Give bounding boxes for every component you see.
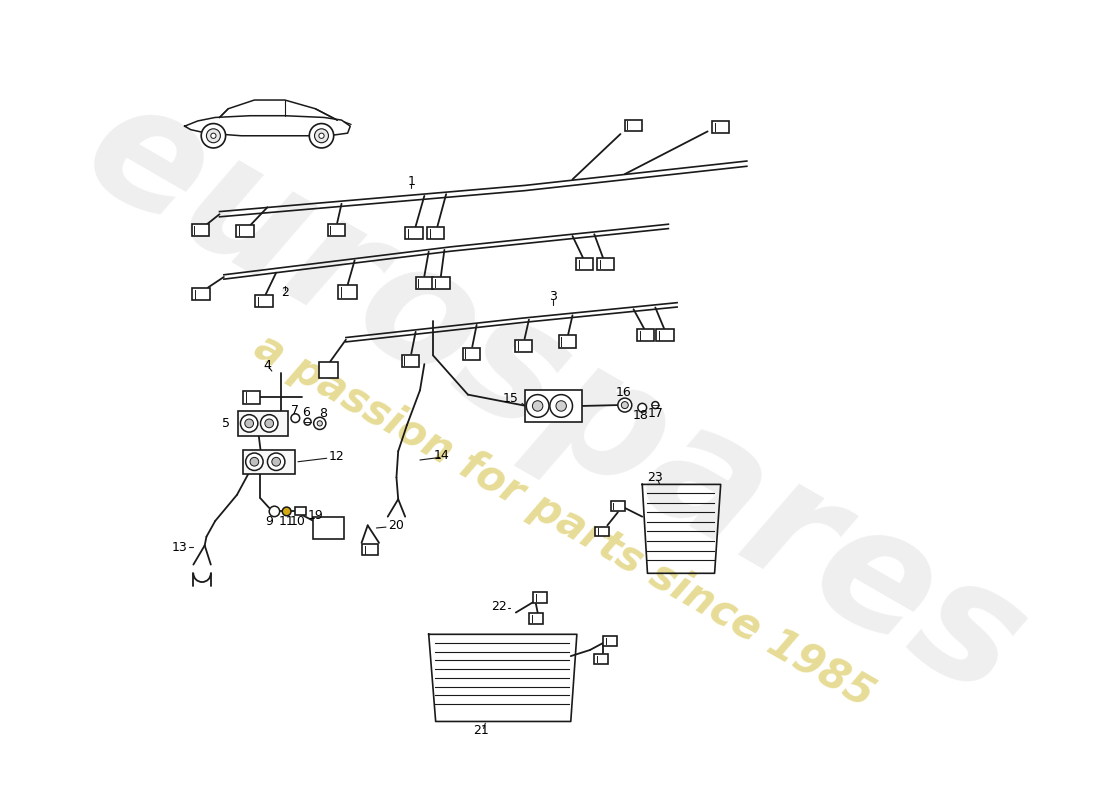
Bar [597,258,614,270]
Text: 13: 13 [172,541,187,554]
Bar [625,120,642,131]
Bar [405,227,422,239]
Bar [595,526,609,536]
Text: 19: 19 [308,510,323,522]
Bar [515,340,532,352]
Bar [255,295,273,307]
Circle shape [526,394,549,418]
Text: 6: 6 [301,406,310,419]
Text: 4: 4 [264,359,272,372]
Text: 11: 11 [278,514,295,527]
Bar [191,224,209,236]
Circle shape [315,129,329,142]
Text: 18: 18 [632,409,648,422]
Text: 8: 8 [319,407,327,420]
Bar [363,544,378,555]
Circle shape [319,133,324,138]
Bar [295,507,306,515]
Text: 9: 9 [265,514,273,527]
Text: 14: 14 [433,449,450,462]
Text: 17: 17 [648,407,663,420]
Bar [236,225,253,237]
Text: 2: 2 [280,286,289,299]
Text: 3: 3 [549,290,558,302]
Circle shape [283,507,292,516]
Bar [712,122,729,133]
Circle shape [261,414,278,432]
Circle shape [267,453,285,470]
Bar [338,285,358,298]
Bar [243,390,261,404]
Circle shape [250,458,258,466]
Text: 5: 5 [222,417,230,430]
Bar [416,277,433,289]
Bar [402,354,419,366]
Text: 15: 15 [503,393,518,406]
Bar [427,227,444,239]
Circle shape [304,418,311,425]
Bar [328,224,345,236]
Bar [243,450,295,474]
Text: 23: 23 [648,471,663,484]
Bar [192,288,210,301]
Bar [319,362,338,378]
Bar [463,347,480,360]
Bar [238,411,288,435]
Circle shape [201,123,225,148]
Circle shape [211,133,216,138]
Text: 10: 10 [290,514,306,527]
Circle shape [207,129,220,142]
Text: a passion for parts since 1985: a passion for parts since 1985 [246,326,881,716]
Circle shape [314,418,326,430]
Circle shape [309,123,333,148]
Bar [576,258,593,270]
Circle shape [245,419,253,428]
Bar [559,335,576,347]
Circle shape [270,506,279,517]
Bar [432,277,450,289]
Bar [610,502,625,511]
Circle shape [638,403,647,412]
Bar [594,654,608,663]
Text: 22: 22 [492,600,507,613]
Circle shape [292,414,299,422]
Bar [525,390,582,422]
Bar [603,637,617,646]
Text: 20: 20 [387,519,404,532]
Text: 21: 21 [473,724,488,737]
Circle shape [317,421,322,426]
Circle shape [272,458,280,466]
Circle shape [245,453,263,470]
Bar [534,593,547,603]
Circle shape [618,398,631,412]
Text: eurospares: eurospares [58,65,1052,733]
Bar [657,330,673,342]
Circle shape [550,394,572,418]
Circle shape [621,402,628,409]
Text: 12: 12 [329,450,344,463]
Circle shape [556,401,566,411]
Text: 1: 1 [407,174,415,187]
Circle shape [241,414,257,432]
Bar [637,330,654,342]
Circle shape [265,419,274,428]
Circle shape [652,402,659,409]
Circle shape [532,401,543,411]
Text: 7: 7 [292,404,299,417]
Bar [314,517,343,539]
Text: 16: 16 [615,386,631,399]
Bar [529,614,543,624]
